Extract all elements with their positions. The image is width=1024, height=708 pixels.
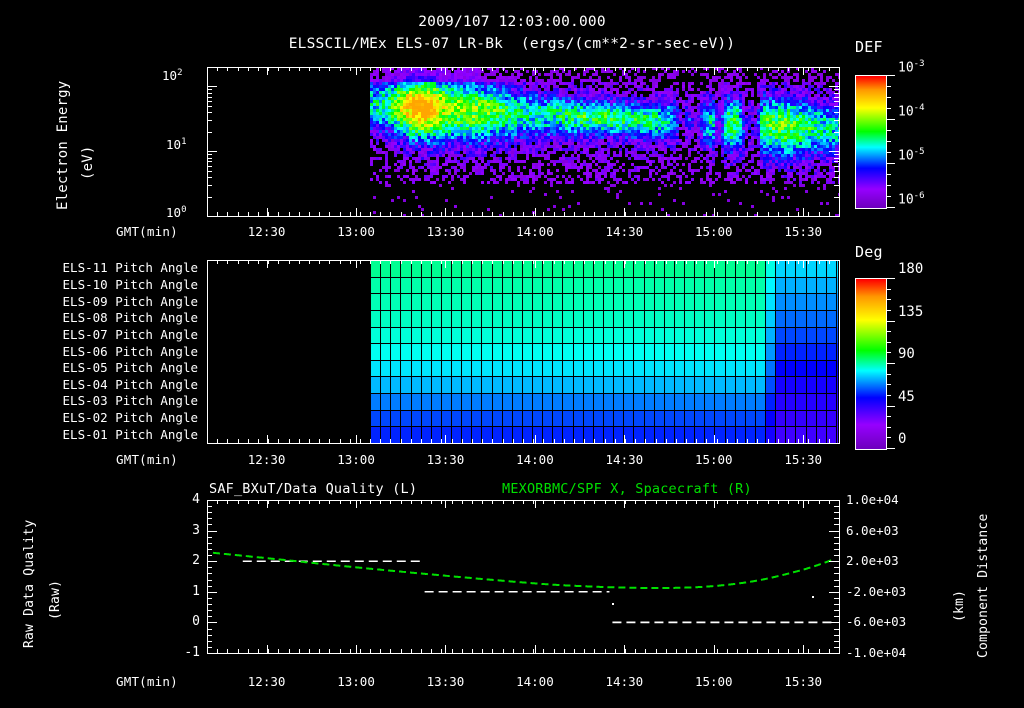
panel1-xaxis-label: GMT(min) (116, 224, 178, 239)
panel1-xtick-4: 14:30 (605, 224, 644, 239)
panel2-row-label-2: ELS-09 Pitch Angle (62, 293, 198, 309)
panel2-row-label-5: ELS-06 Pitch Angle (62, 343, 198, 359)
panel2-row-label-4: ELS-07 Pitch Angle (62, 326, 198, 342)
panel3-ylabel-right-units: (km) (952, 589, 967, 622)
panel3-ytick-left-5: -1 (184, 645, 200, 660)
panel3-ytick-left-2: 2 (192, 553, 200, 569)
colorbar-deg-tick-0: 180 (898, 261, 924, 277)
colorbar-def-tick-2: 10-5 (898, 147, 925, 164)
panel3-ytick-right-4: -6.0e+03 (846, 614, 907, 630)
panel1-ytick-100: 102 (162, 68, 183, 84)
panel2-xtick-0: 12:30 (247, 452, 286, 467)
panel1-xtick-1: 13:00 (337, 224, 375, 239)
panel3-xtick-4: 14:30 (605, 674, 644, 689)
panel1-xtick-2: 13:30 (426, 224, 465, 239)
panel3-ylabel-left: Raw Data Quality (22, 519, 37, 648)
panel2-row-label-9: ELS-02 Pitch Angle (62, 410, 198, 426)
panel2-xtick-6: 15:30 (784, 452, 823, 467)
panel3-xtick-6: 15:30 (784, 674, 823, 689)
colorbar-def-tick-0: 10-3 (898, 59, 925, 76)
panel3-xaxis-label: GMT(min) (116, 674, 178, 689)
panel1-xtick-5: 15:00 (694, 224, 733, 239)
colorbar-def-ticks (886, 66, 906, 216)
page-title-datetime: 2009/107 12:03:00.000 (418, 14, 606, 30)
panel3-xtick-0: 12:30 (247, 674, 286, 689)
panel1-xtick-3: 14:00 (516, 224, 554, 239)
panel3-ylabel-left-units: (Raw) (48, 579, 63, 620)
panel2-row-label-6: ELS-05 Pitch Angle (62, 360, 198, 376)
panel2-xtick-2: 13:30 (426, 452, 465, 467)
panel2-xtick-4: 14:30 (605, 452, 644, 467)
panel1-ytick-1: 100 (166, 205, 187, 221)
panel2-row-label-0: ELS-11 Pitch Angle (62, 260, 198, 276)
pitch-angle-axes (190, 250, 890, 480)
panel1-ylabel-units: (eV) (80, 145, 96, 180)
panel3-ytick-right-2: 2.0e+03 (846, 553, 899, 569)
colorbar-deg-tick-1: 135 (898, 303, 924, 320)
colorbar-deg-gradient (855, 278, 887, 450)
data-quality-axes (190, 490, 890, 690)
panel2-row-label-1: ELS-10 Pitch Angle (62, 276, 198, 292)
panel2-xtick-5: 15:00 (694, 452, 733, 467)
colorbar-def-tick-1: 10-4 (898, 103, 925, 120)
panel3-ytick-left-1: 3 (192, 522, 200, 538)
panel1-xtick-0: 12:30 (247, 224, 286, 239)
panel3-xtick-5: 15:00 (694, 674, 733, 689)
colorbar-deg-tick-2: 90 (898, 346, 915, 362)
panel2-xtick-3: 14:00 (516, 452, 554, 467)
colorbar-deg-tick-4: 0 (898, 431, 907, 447)
panel3-xtick-2: 13:30 (426, 674, 465, 689)
panel3-ytick-right-1: 6.0e+03 (846, 522, 899, 538)
colorbar-def-tick-3: 10-6 (898, 191, 925, 208)
panel2-row-label-3: ELS-08 Pitch Angle (62, 310, 198, 326)
panel3-xtick-3: 14:00 (516, 674, 554, 689)
panel3-ytick-left-3: 1 (192, 583, 200, 599)
panel3-ytick-left-4: 0 (192, 614, 200, 630)
page-subtitle: ELSSCIL/MEx ELS-07 LR-Bk (ergs/(cm**2-sr… (288, 36, 736, 52)
panel3-ytick-right-5: -1.0e+04 (846, 645, 907, 660)
panel2-xaxis-label: GMT(min) (116, 452, 178, 467)
panel2-xtick-1: 13:00 (337, 452, 375, 467)
panel3-xtick-1: 13:00 (337, 674, 375, 689)
panel2-row-label-10: ELS-01 Pitch Angle (62, 426, 198, 442)
panel3-ytick-right-0: 1.0e+04 (846, 492, 899, 507)
panel3-ytick-right-3: -2.0e+03 (846, 583, 907, 599)
panel2-row-label-8: ELS-03 Pitch Angle (62, 393, 198, 409)
colorbar-deg-title: Deg (855, 243, 883, 261)
panel3-ytick-left-0: 4 (192, 492, 200, 507)
panel1-xtick-6: 15:30 (784, 224, 823, 239)
colorbar-deg-ticks (886, 270, 906, 456)
panel3-ylabel-right: Component Distance (976, 513, 991, 658)
colorbar-def-title: DEF (855, 38, 883, 56)
panel2-row-label-7: ELS-04 Pitch Angle (62, 376, 198, 392)
spectrogram-axes (190, 57, 890, 257)
panel1-ylabel-energy: Electron Energy (55, 80, 71, 210)
colorbar-deg-tick-3: 45 (898, 388, 915, 405)
panel1-ytick-10: 101 (166, 137, 187, 153)
colorbar-def-gradient (855, 75, 887, 209)
